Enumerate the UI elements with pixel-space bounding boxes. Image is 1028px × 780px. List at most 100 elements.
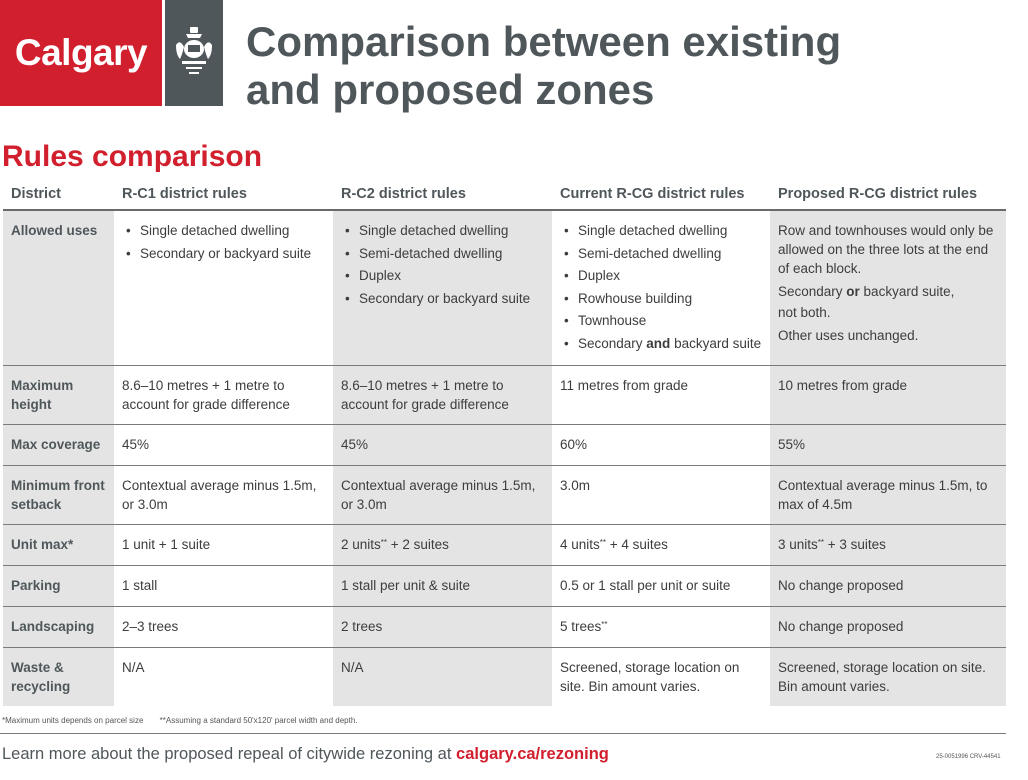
cell-rcg-proposed: No change proposed — [770, 565, 1006, 607]
text: backyard suite — [670, 335, 762, 351]
cell-rcg-current: 3.0m — [552, 465, 770, 525]
list: Single detached dwelling Semi-detached d… — [341, 221, 544, 308]
rezoning-link[interactable]: calgary.ca/rezoning — [456, 745, 609, 763]
table-row: Allowed uses Single detached dwelling Se… — [3, 210, 1006, 366]
list-item: Single detached dwelling — [126, 221, 325, 240]
footnote-1: *Maximum units depends on parcel size — [2, 716, 144, 725]
list-item: Duplex — [345, 266, 544, 285]
table-row: Parking 1 stall 1 stall per unit & suite… — [3, 565, 1006, 607]
section-title: Rules comparison — [2, 140, 263, 173]
logo-text: Calgary — [14, 32, 148, 73]
header-rcg-proposed: Proposed R-CG district rules — [770, 178, 1006, 211]
footer-divider — [0, 733, 1006, 734]
footnote-mark: ** — [599, 537, 607, 547]
text: 2 units — [341, 536, 381, 552]
footer-learn-more: Learn more about the proposed repeal of … — [2, 745, 609, 764]
cell-rc1: Single detached dwelling Secondary or ba… — [114, 210, 333, 366]
table-row: Maximum height 8.6–10 metres + 1 metre t… — [3, 365, 1006, 425]
footnote-mark: ** — [601, 619, 608, 629]
cell-rcg-current: Screened, storage location on site. Bin … — [560, 659, 740, 694]
cell-rcg-proposed: No change proposed — [770, 606, 1006, 648]
table-row: Unit max* 1 unit + 1 suite 2 units** + 2… — [3, 524, 1006, 566]
paragraph: Secondary or backyard suite, — [778, 282, 998, 301]
row-label: Unit max* — [3, 524, 114, 566]
list-item: Townhouse — [564, 311, 762, 330]
paragraph: not both. — [778, 305, 831, 320]
row-label: Max coverage — [3, 424, 114, 466]
row-label: Parking — [3, 565, 114, 607]
cell-rc1: 45% — [114, 424, 333, 466]
cell-rc2: 2 units** + 2 suites — [333, 524, 552, 566]
calgary-crest-icon — [176, 27, 212, 74]
list-item: Secondary and backyard suite — [564, 334, 762, 353]
cell-rcg-proposed: Row and townhouses would only be allowed… — [770, 210, 1006, 366]
cell-rcg-proposed: 55% — [770, 424, 1006, 466]
list-item: Secondary or backyard suite — [126, 244, 325, 263]
rules-comparison-table: District R-C1 district rules R-C2 distri… — [3, 178, 1006, 706]
header-district: District — [3, 178, 114, 211]
footnote-mark: ** — [380, 537, 388, 547]
calgary-logo: Calgary — [0, 0, 162, 106]
text: + 4 suites — [606, 536, 668, 552]
footnote-2: **Assuming a standard 50'x120' parcel wi… — [159, 716, 358, 725]
table-row: Waste & recycling N/A N/A Screened, stor… — [3, 647, 1006, 706]
document-code: 25-0051996 CRV-44541 — [936, 754, 1001, 760]
cell-rcg-current: 5 trees** — [552, 606, 770, 648]
bold-text: and — [646, 335, 671, 351]
list-item: Secondary or backyard suite — [345, 289, 544, 308]
cell-rc1: 1 unit + 1 suite — [114, 524, 333, 566]
footnote-mark: ** — [817, 537, 825, 547]
text: Secondary — [778, 284, 847, 299]
cell-rcg-proposed: Contextual average minus 1.5m, to max of… — [770, 465, 1006, 525]
text: 4 units — [560, 536, 600, 552]
cell-rc2: 1 stall per unit & suite — [333, 565, 552, 607]
list-item: Single detached dwelling — [345, 221, 544, 240]
cell-rc1: 2–3 trees — [114, 606, 333, 648]
table-row: Minimum front setback Contextual average… — [3, 465, 1006, 525]
table-row: Max coverage 45% 45% 60% 55% — [3, 424, 1006, 466]
row-label: Maximum height — [3, 365, 114, 425]
text: 3 units — [778, 536, 818, 552]
cell-rcg-current: 60% — [552, 424, 770, 466]
paragraph: Row and townhouses would only be allowed… — [778, 223, 994, 276]
list-item: Semi-detached dwelling — [345, 244, 544, 263]
cell-rc1: 8.6–10 metres + 1 metre to account for g… — [114, 365, 333, 425]
header-rc1: R-C1 district rules — [114, 178, 333, 211]
header-rc2: R-C2 district rules — [333, 178, 552, 211]
text: backyard suite, — [859, 284, 955, 299]
cell-rc1: 1 stall — [114, 565, 333, 607]
row-label: Allowed uses — [3, 210, 114, 366]
bold-text: or — [846, 284, 860, 299]
cell-rcg-proposed: 3 units** + 3 suites — [770, 524, 1006, 566]
row-label: Minimum front setback — [3, 465, 114, 525]
cell-rcg-current: 0.5 or 1 stall per unit or suite — [552, 565, 770, 607]
cell-rc2: 45% — [333, 424, 552, 466]
cell-rcg-current: 11 metres from grade — [552, 365, 770, 425]
text: Secondary — [578, 335, 647, 351]
paragraph: Other uses unchanged. — [778, 328, 919, 343]
list-item: Rowhouse building — [564, 289, 762, 308]
list-item: Semi-detached dwelling — [564, 244, 762, 263]
cell-rc2: 2 trees — [333, 606, 552, 648]
cell-rc2: N/A — [333, 647, 552, 706]
cell-rcg-current: 4 units** + 4 suites — [552, 524, 770, 566]
header-rcg-current: Current R-CG district rules — [552, 178, 770, 211]
text: + 3 suites — [824, 536, 886, 552]
cell-rc2: Single detached dwelling Semi-detached d… — [333, 210, 552, 366]
row-label: Landscaping — [3, 606, 114, 648]
cell-rc2: 8.6–10 metres + 1 metre to account for g… — [333, 365, 552, 425]
text: + 2 suites — [387, 536, 449, 552]
list: Single detached dwelling Secondary or ba… — [122, 221, 325, 263]
page-title: Comparison between existing and proposed… — [246, 18, 946, 114]
list-item: Single detached dwelling — [564, 221, 762, 240]
cell-rc2: Contextual average minus 1.5m, or 3.0m — [333, 465, 552, 525]
calgary-crest — [165, 0, 223, 106]
cell-rc1: N/A — [122, 659, 145, 675]
footnotes: *Maximum units depends on parcel size **… — [2, 716, 372, 725]
title-line-2: and proposed zones — [246, 66, 655, 113]
list: Single detached dwelling Semi-detached d… — [560, 221, 762, 353]
cell-rcg-proposed: 10 metres from grade — [770, 365, 1006, 425]
footer-text: Learn more about the proposed repeal of … — [2, 745, 457, 763]
cell-rcg-proposed: Screened, storage location on site. Bin … — [770, 647, 1006, 706]
text: 5 trees — [560, 618, 602, 634]
